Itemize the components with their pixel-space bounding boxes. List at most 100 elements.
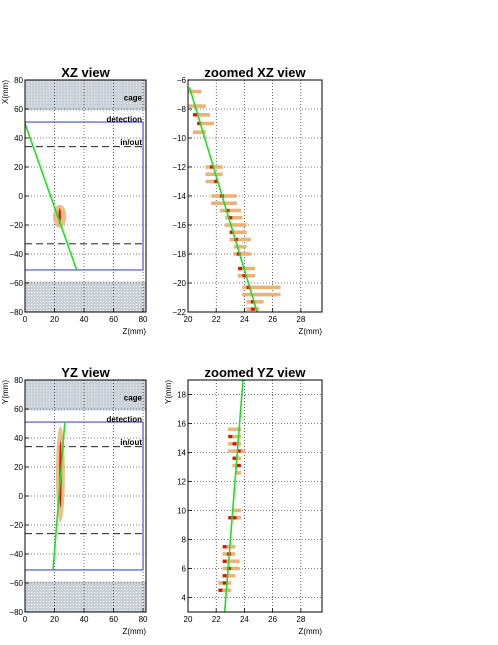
tick-label-x: 20 [50,315,59,324]
hit-point [197,89,202,94]
hit-point [242,237,247,242]
panel-1 [24,79,147,313]
hit-point [236,515,241,520]
hit-point-red [250,307,255,311]
tick-label-y: −20 [9,521,23,530]
hit-point [197,104,202,108]
hit-point [219,201,225,206]
hit-point [237,237,243,242]
track-line [24,123,78,271]
tick-label-y: −60 [9,279,23,288]
y-axis-label: X(mm) [1,80,10,104]
hit-point [236,442,241,446]
hit-point [211,201,216,206]
hit-point [209,172,215,177]
tick-label-x: 22 [212,315,221,324]
hit-point [232,427,237,432]
hit-point [223,194,229,198]
hit-point [226,544,232,549]
hit-point [263,285,268,290]
hit-point [237,273,243,278]
hit-point [214,165,219,169]
tick-label-y: −10 [172,134,186,143]
hit-point [205,121,210,126]
hit-point [236,456,241,461]
chart-title: zoomed XZ view [204,65,306,80]
hit-point [201,113,206,117]
tick-label-y: −8 [177,105,187,114]
hit-point [232,194,237,198]
hit-point [209,179,215,184]
hit-point [254,300,260,304]
hit-point-red [246,285,251,289]
hit-point [246,300,251,304]
tick-label-x: 24 [240,615,249,624]
hit-point [188,104,194,108]
hit-point [254,307,260,311]
cage-label: cage [124,393,143,402]
tick-label-y: −6 [177,76,187,85]
tick-label-y: 12 [177,478,186,487]
panel-2 [187,79,323,313]
tick-label-x: 28 [296,615,305,624]
hit-point [218,581,223,585]
tick-label-y: −18 [172,250,186,259]
tick-label-y: −80 [9,608,23,617]
y-axis-label: Y(mm) [1,380,10,404]
hit-point [230,573,236,578]
hit-point [242,252,247,256]
x-axis-label: Z(mm) [298,627,322,636]
hit-point [250,292,256,297]
hit-point [226,581,232,585]
tick-label-x: 60 [109,615,118,624]
hit-point [223,201,229,206]
tick-label-x: 22 [212,615,221,624]
hit-point [250,273,256,278]
hit-point [246,273,251,278]
hit-point-red [209,165,214,169]
hit-point [236,471,241,475]
hit-point [242,230,247,235]
hit-point [230,552,236,556]
hit-point-red [232,456,237,460]
hit-point [237,244,243,249]
hit-point [219,208,225,213]
panel-4 [187,379,323,613]
hit-point [254,292,260,297]
hit-point-red [228,216,233,220]
hit-point [222,588,227,593]
hit-point-red [228,434,233,439]
hit-point [215,201,220,206]
tick-label-y: 60 [14,405,23,414]
hit-point [235,566,240,571]
tick-label-y: 18 [177,391,186,400]
tick-label-x: 20 [184,315,193,324]
hit-point [222,552,227,556]
hit-point [246,252,251,256]
hit-point [233,215,239,220]
hit-point-red [218,588,223,592]
panel-3 [24,379,147,613]
hit-point [205,165,210,169]
tick-label-y: 8 [182,536,187,545]
hit-point [242,244,247,249]
hit-point [228,208,233,213]
hit-point [254,285,260,290]
x-axis-label: Z(mm) [122,327,146,336]
hit-point [230,544,236,549]
tick-label-y: −12 [172,163,186,172]
hit-point [222,566,227,571]
hit-point [228,442,233,446]
tick-label-x: 26 [268,615,277,624]
hit-point-red [222,581,227,585]
hit-point [233,230,239,235]
tick-label-x: 80 [139,315,148,324]
track-line [223,379,244,613]
chart-title: XZ view [61,65,110,80]
hit-point [236,208,241,213]
hit-point [201,104,206,108]
tick-label-y: −20 [9,221,23,230]
tick-label-y: −60 [9,579,23,588]
hit-point [246,237,251,242]
tick-label-x: 80 [139,615,148,624]
